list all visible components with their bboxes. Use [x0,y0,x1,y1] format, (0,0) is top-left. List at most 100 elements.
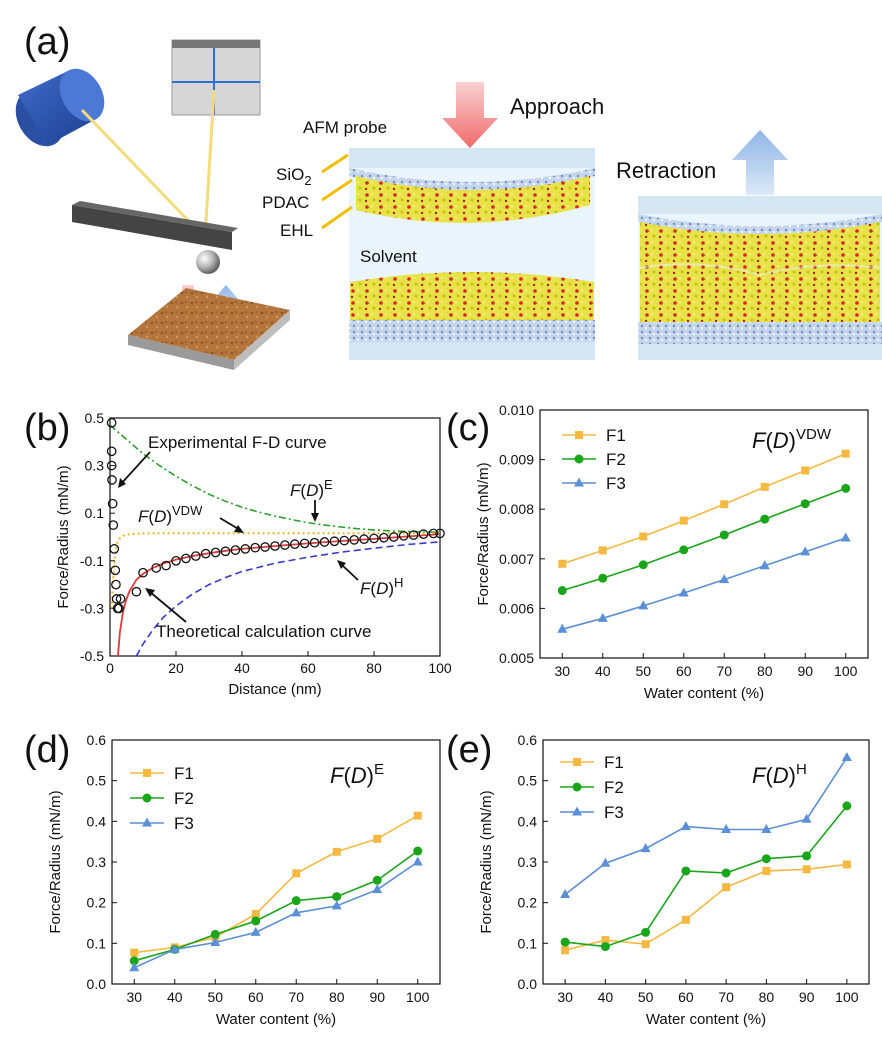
chart-d-title: F(D)E [330,761,384,788]
x-tick-label: 90 [799,989,815,1005]
data-point-f2 [638,560,648,570]
x-tick-label: 50 [635,663,651,679]
sio2-subscript: 2 [304,173,311,188]
y-axis-label-b: Force/Radius (mN/m) [55,465,72,608]
data-point-f1 [842,860,851,869]
experimental-point [114,603,124,614]
experimental-point [108,520,119,530]
data-point-f3 [800,546,811,556]
x-axis-label-b: Distance (nm) [228,681,321,698]
reflected-beam [203,89,216,239]
data-point-f2 [761,854,771,864]
experimental-point [339,535,350,546]
x-tick-label: 60 [678,989,694,1005]
legend-marker-f3 [572,806,582,816]
panel-label-a: (a) [24,21,70,63]
data-point-f3 [210,937,221,947]
y-tick-label-b: 0.3 [85,458,105,474]
data-point-f3 [557,623,568,633]
approach-arrow-icon [442,82,498,148]
data-point-f2 [291,896,301,906]
y-tick-label: 0.6 [518,732,538,748]
legend-marker-f2 [572,782,582,792]
panel-d-chart: (d) 30 40 50 60 70 80 90 100 0.0 0.1 0.2 0.3 0.4 0.5 0… [24,729,441,1028]
panel-label-d: (d) [24,729,70,771]
data-point-f1 [760,482,769,491]
x-tick-label-b: 20 [168,660,184,676]
data-point-f3 [761,823,772,833]
approach-md-snapshot [349,148,595,360]
data-point-f2 [413,846,423,856]
data-point-f3 [759,560,770,570]
retraction-arrow-icon [732,130,788,195]
y-tick-label-b: 0.1 [85,505,105,521]
exp-curve-label: Experimental F-D curve [148,433,327,452]
y-tick-label: 0.0 [518,976,538,992]
experimental-point [270,541,280,551]
data-point-f2 [681,866,691,876]
x-tick-label: 100 [835,989,859,1005]
laser-source-icon [15,68,105,147]
y-tick-label: 0.010 [499,402,534,418]
data-point-f1 [601,936,610,945]
y-tick-label: 0.005 [499,650,534,666]
fh-curve [135,541,441,657]
data-point-f3 [640,843,651,853]
data-point-f3 [291,907,302,917]
plot-frame-c [539,409,869,659]
data-point-f2 [560,937,570,947]
x-tick-label: 80 [329,989,345,1005]
experimental-point [230,545,241,555]
x-tick-label: 70 [716,663,732,679]
data-point-f1 [561,946,570,955]
data-point-f3 [680,821,691,831]
legend-label-f2: F2 [606,450,626,469]
x-axis-label: Water content (%) [646,1011,766,1028]
experimental-point [359,534,369,544]
data-point-f3 [331,900,342,910]
y-tick-label: 0.3 [87,854,107,870]
data-point-f1 [722,883,731,892]
experimental-point [280,540,290,550]
y-tick-label: 0.4 [518,813,538,829]
legend-marker-f1 [573,758,581,766]
experimental-point [107,498,118,509]
experimental-point [151,563,162,573]
afm-probe-label: AFM probe [303,118,387,137]
y-tick-label: 0.1 [87,935,107,951]
data-point-f1 [251,910,260,919]
x-tick-label: 30 [554,663,570,679]
experimental-point [309,537,320,548]
data-point-f1 [802,865,811,874]
experimental-point [106,417,117,428]
experimental-point [106,460,117,471]
data-point-f1 [841,449,850,458]
pdac-pointer [321,178,353,202]
experimental-point [428,528,439,539]
y-tick-label: 0.4 [87,813,107,829]
experimental-point [435,528,445,539]
legend-marker-f2 [574,454,584,464]
data-point-f2 [372,875,382,885]
legend-label-f3: F3 [604,803,624,822]
legend-label-f2: F2 [174,789,194,808]
series-line-f3 [562,537,846,630]
theory-curve-label: Theoretical calculation curve [156,622,371,641]
data-point-f2 [842,801,852,811]
x-tick-label: 100 [406,989,430,1005]
experimental-point [110,565,121,576]
series-line-f1 [564,863,847,951]
panel-b-chart: (b) 0 20 40 60 80 100 -0.5 -0.3 -0.1 0.1 0.3 0.5 Dis… [24,407,452,698]
data-point-f3 [841,751,852,761]
y-tick-label-b: 0.5 [85,410,105,426]
chart-e-title: F(D)H [752,761,807,788]
series-line-f2 [134,850,419,962]
y-tick-label: 0.2 [87,895,107,911]
x-tick-label: 30 [557,989,573,1005]
legend-marker-f3 [574,477,584,487]
experimental-point [329,536,340,547]
series-line-f2 [562,487,846,592]
legend-label-f1: F1 [606,426,626,445]
experimental-point [250,542,261,553]
